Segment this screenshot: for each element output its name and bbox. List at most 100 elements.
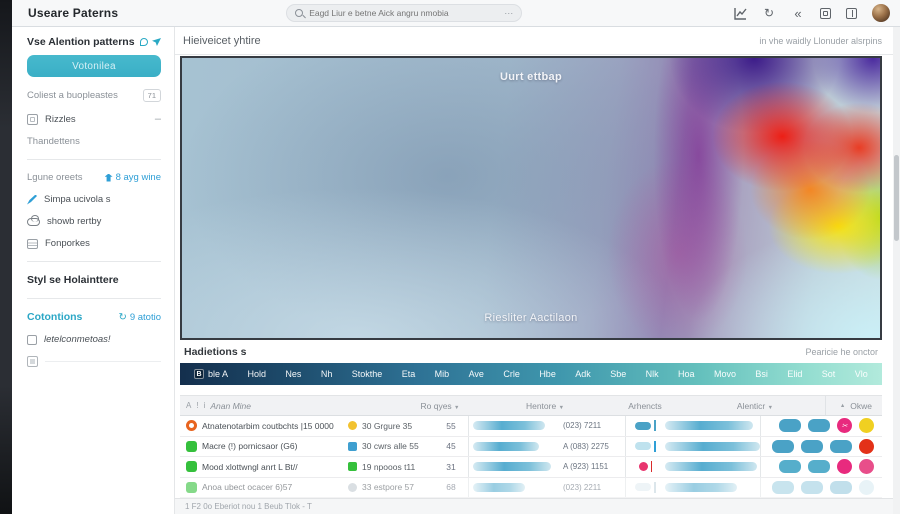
primary-action-button[interactable]: Votonilea [27, 55, 161, 77]
sidebar-title-icons [140, 38, 161, 46]
col-okwe[interactable]: ▲ Okwe [825, 396, 882, 415]
col-hentore[interactable]: Hentore ▼ [525, 400, 565, 411]
sort-letter[interactable]: A [186, 401, 192, 410]
tab-mib[interactable]: Mib [434, 369, 450, 379]
legend-header-row: Lgune oreets 8 ayg wine [27, 172, 161, 183]
tab-hold[interactable]: Hold [247, 369, 266, 379]
search-input[interactable] [309, 8, 499, 18]
col-alenticr[interactable]: Alenticr ▼ [736, 400, 774, 411]
sidebar-divider [27, 159, 161, 160]
filter-checkbox-row[interactable]: letelconmetoas! [27, 334, 161, 345]
tab-movo[interactable]: Movo [713, 369, 736, 379]
sidebar-item-rizzles[interactable]: Rizzles – [27, 113, 161, 125]
row-value: 45 [446, 441, 456, 452]
col-name[interactable]: Anan Mine [210, 400, 251, 411]
progress-bar [665, 462, 757, 472]
pin-icon[interactable] [140, 38, 148, 46]
global-search[interactable]: ⋯ [286, 4, 523, 22]
status-pill[interactable] [772, 439, 794, 453]
tab-crle[interactable]: Crle [503, 369, 520, 379]
status-pill[interactable] [772, 480, 794, 494]
panel-icon[interactable] [846, 7, 857, 19]
sidebar-item-simpa[interactable]: Simpa ucivola s [27, 194, 161, 205]
collapse-icon[interactable]: « [794, 5, 802, 21]
status-pill[interactable] [859, 438, 874, 454]
tab-nh[interactable]: Nh [320, 369, 333, 379]
tab-nes[interactable]: Nes [285, 369, 302, 379]
status-pill[interactable] [830, 480, 852, 494]
status-pill[interactable] [801, 480, 823, 494]
send-icon[interactable] [152, 38, 161, 46]
tab-nlk[interactable]: Nlk [645, 369, 659, 379]
table-row[interactable]: Mood xlottwngl anrt L Bt// 19 npooos t11… [180, 457, 882, 478]
status-pill[interactable] [808, 419, 830, 433]
tab-adk[interactable]: Adk [575, 369, 591, 379]
section-bar: Hadietions s Pearicie he onctor [180, 342, 882, 362]
table-row[interactable]: Anoa ubect ocacer 6)57 33 estpore 57 68 … [180, 477, 882, 498]
sidebar-item-fonporkes[interactable]: Fonporkes [27, 238, 161, 249]
tab-sot[interactable]: Sot [821, 369, 836, 379]
row-status-icon [186, 481, 197, 493]
tab-hbe[interactable]: Hbe [539, 369, 556, 379]
sidebar: Vse Alention patterns Votonilea Coliest … [12, 27, 175, 514]
sidebar-item-label: Rizzles [45, 113, 76, 125]
status-pill[interactable] [779, 419, 801, 433]
sidebar-item-collapse-all[interactable]: Coliest a buopleastes 71 [27, 89, 161, 102]
status-pill[interactable] [859, 459, 874, 475]
mini-tool-row[interactable] [27, 356, 161, 367]
thumbnail-icon[interactable] [27, 356, 38, 367]
sidebar-divider [27, 261, 161, 262]
main-panel: Hieiveicet yhtire in vhe waidly Llonuder… [175, 27, 900, 514]
tab-elid[interactable]: Elid [787, 369, 803, 379]
status-pill[interactable]: ✂ [837, 418, 852, 434]
col-arhencts[interactable]: Arhencts [628, 400, 662, 411]
row-metric: 30 Grgure 35 [362, 420, 413, 431]
tab-stokthe[interactable]: Stokthe [351, 369, 383, 379]
vertical-scrollbar[interactable] [893, 27, 900, 514]
legend-link[interactable]: 8 ayg wine [104, 172, 161, 183]
sidebar-item-showb[interactable]: showb rertby [27, 214, 161, 227]
window-icon[interactable] [820, 7, 831, 19]
tab-hoa[interactable]: Hoa [678, 369, 695, 379]
status-pill[interactable] [837, 459, 852, 475]
app-title: Useare Paterns [28, 6, 119, 20]
search-icon [295, 9, 304, 17]
sidebar-item-label: showb rertby [47, 216, 102, 227]
status-pill[interactable] [859, 418, 874, 434]
cotontions-heading: Cotontions [27, 311, 83, 323]
table-row[interactable]: Atnatenotarbim coutbchts |15 0000 30 Grg… [180, 416, 882, 437]
flag-cell [625, 457, 665, 477]
status-pill[interactable] [801, 439, 823, 453]
col-qyes[interactable]: Ro qyes ▼ [420, 400, 460, 411]
chart-icon[interactable] [733, 6, 747, 20]
tab-ave[interactable]: Ave [468, 369, 484, 379]
tab-vlo[interactable]: Vlo [854, 369, 868, 379]
row-name: Mood xlottwngl anrt L Bt// [202, 461, 298, 472]
collapse-minus-icon[interactable]: – [154, 113, 161, 125]
progress-bar [665, 421, 753, 431]
checkbox[interactable] [27, 334, 37, 345]
scrollbar-thumb[interactable] [894, 155, 899, 241]
tab-eta[interactable]: Eta [401, 369, 416, 379]
search-more-icon[interactable]: ⋯ [504, 7, 514, 18]
flag-icon [635, 483, 652, 492]
section-title: Hadietions s [184, 346, 247, 358]
tab-sbe[interactable]: Sbe [610, 369, 627, 379]
history-icon[interactable]: ↻ [763, 6, 775, 20]
sidebar-item-thandettens[interactable]: Thandettens [27, 136, 161, 147]
user-avatar[interactable] [872, 4, 890, 22]
status-pill[interactable] [830, 439, 852, 453]
metric-icon [347, 421, 357, 431]
sort-down-icon: ▼ [767, 404, 774, 411]
cotontions-link[interactable]: ↻ 9 atotio [118, 312, 161, 323]
status-pill[interactable] [859, 479, 874, 495]
count-badge: 71 [142, 89, 161, 102]
tab-bsi[interactable]: Bsi [755, 369, 768, 379]
tab-ble-a[interactable]: B ble A [194, 369, 228, 379]
status-pills: ✂ [760, 416, 882, 436]
status-pill[interactable] [779, 460, 801, 474]
header-actions: ↻ « [733, 4, 890, 22]
status-pill[interactable] [808, 460, 830, 474]
attention-heatmap[interactable]: Uurt ettbap Riesliter Aactilaon [180, 56, 882, 340]
table-row[interactable]: Macre (!) pornicsaor (G6) 30 cwrs alle 5… [180, 436, 882, 457]
